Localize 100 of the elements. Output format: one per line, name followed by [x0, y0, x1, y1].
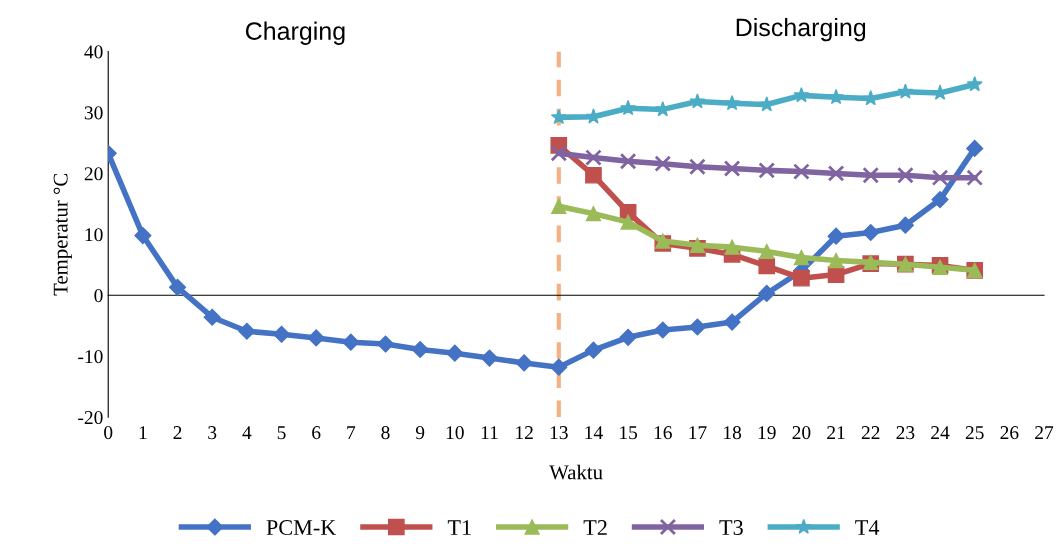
point: [550, 144, 568, 162]
point: [793, 87, 810, 103]
point: [584, 341, 603, 359]
x-tick-label: 11: [481, 426, 498, 439]
point: [203, 308, 221, 326]
point: [688, 318, 706, 336]
x-tick-label: 1: [139, 426, 147, 439]
x-tick-label: 12: [516, 426, 533, 439]
point: [724, 239, 740, 255]
point: [828, 252, 844, 269]
point: [897, 83, 914, 99]
point: [307, 329, 325, 347]
point: [238, 322, 256, 340]
point: [966, 169, 984, 186]
point: [376, 335, 395, 353]
x-tick-label: 10: [446, 426, 464, 440]
legend-label: PCM-K: [266, 520, 337, 536]
point: [793, 269, 810, 287]
point: [827, 165, 845, 182]
x-tick-label: 16: [654, 426, 672, 440]
point: [585, 149, 602, 166]
point: [724, 94, 741, 111]
point: [758, 162, 776, 179]
x-tick-label: 18: [724, 426, 742, 440]
point: [342, 333, 360, 351]
x-tick-label: 22: [861, 426, 880, 439]
point: [966, 139, 984, 157]
point: [931, 169, 949, 186]
x-tick-label: 9: [415, 426, 425, 440]
point: [896, 216, 914, 234]
point: [585, 166, 602, 184]
point: [862, 166, 880, 184]
x-tick-label: 7: [347, 426, 356, 439]
point: [793, 249, 810, 266]
point: [619, 152, 637, 170]
point: [758, 284, 776, 303]
point: [272, 325, 291, 343]
x-tick-label: 26: [1000, 426, 1019, 440]
point: [619, 328, 637, 346]
point: [966, 76, 983, 92]
text: Discharging: [736, 17, 866, 42]
y-axis-title: Temperatur °C: [53, 173, 72, 296]
legend-label: T1: [447, 520, 471, 535]
x-tick-label: 8: [381, 426, 390, 440]
y-tick-label: 0: [94, 289, 103, 303]
point: [411, 340, 429, 359]
legend-label: T3: [719, 520, 743, 536]
y-tick-label: 10: [85, 228, 103, 242]
y-tick-label: 20: [84, 167, 103, 181]
point: [759, 243, 775, 260]
point: [134, 227, 152, 245]
point: [689, 93, 706, 109]
x-tick-label: 24: [931, 426, 950, 439]
x-tick-label: 25: [965, 426, 984, 440]
point: [689, 237, 706, 253]
x-tick-label: 14: [585, 426, 603, 439]
x-tick-label: 23: [896, 426, 915, 440]
legend-label: T2: [583, 520, 607, 535]
x-tick-label: 27: [1035, 426, 1054, 439]
point: [550, 109, 567, 125]
point: [620, 214, 636, 230]
y-tick-label: 30: [84, 106, 103, 120]
point: [620, 99, 637, 116]
x-tick-label: 3: [208, 426, 217, 440]
x-tick-label: 21: [827, 426, 845, 439]
x-tick-label: 20: [792, 426, 811, 440]
x-tick-label: 4: [242, 426, 252, 439]
point: [758, 257, 776, 275]
point: [931, 191, 949, 209]
y-tick-label: 40: [84, 45, 103, 59]
x-tick-label: 0: [104, 426, 113, 440]
text: Charging: [245, 21, 345, 45]
point: [723, 313, 741, 331]
legend-label: T4: [855, 520, 880, 535]
point: [827, 227, 845, 245]
x-tick-label: 13: [550, 426, 568, 440]
point: [793, 163, 810, 180]
point: [480, 349, 499, 367]
point: [689, 158, 706, 176]
y-tick-label: -20: [78, 410, 103, 425]
x-tick-label: 5: [277, 426, 286, 440]
point: [168, 278, 187, 296]
y-tick-label: -10: [78, 350, 103, 364]
x-tick-label: 2: [173, 426, 182, 439]
x-tick-label: 15: [620, 426, 638, 440]
x-tick-label: 17: [689, 426, 707, 439]
point: [723, 160, 741, 177]
point: [897, 166, 914, 184]
x-axis-title: Waktu: [549, 464, 603, 480]
point: [654, 321, 672, 339]
x-tick-label: 19: [758, 426, 776, 440]
x-tick-label: 6: [312, 426, 321, 440]
point: [551, 198, 567, 214]
point: [515, 354, 533, 372]
point: [654, 155, 672, 172]
point: [446, 344, 464, 362]
point: [862, 223, 880, 242]
point: [828, 88, 845, 105]
point: [550, 358, 568, 376]
point: [585, 205, 602, 222]
